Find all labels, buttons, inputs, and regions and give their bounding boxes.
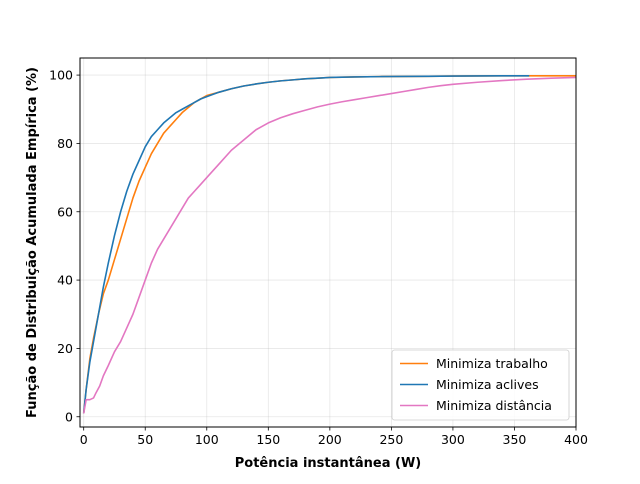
x-tick-label: 50 <box>137 432 153 447</box>
x-tick-label: 100 <box>195 432 219 447</box>
x-tick-label: 0 <box>80 432 88 447</box>
legend-label-1: Minimiza aclives <box>436 377 539 392</box>
series-line-1 <box>82 74 530 414</box>
y-tick-label: 0 <box>65 409 73 424</box>
y-axis-title: Função de Distribuição Acumulada Empíric… <box>25 67 40 418</box>
axis-ticks: 0 50 100 150 200 250 300 350 400 0 20 40 60 80 100 <box>49 68 588 447</box>
grid-lines <box>80 58 577 427</box>
legend-box <box>391 349 570 421</box>
x-tick-label: 350 <box>503 432 527 447</box>
legend-label-0: Minimiza trabalho <box>436 356 548 371</box>
x-tick-label: 150 <box>256 432 280 447</box>
x-tick-label: 300 <box>441 432 465 447</box>
x-tick-label: 200 <box>318 432 342 447</box>
legend-label-2: Minimiza distância <box>436 398 552 413</box>
y-tick-label: 40 <box>57 273 73 288</box>
series-lines <box>82 74 577 414</box>
y-tick-label: 20 <box>57 341 73 356</box>
series-line-2 <box>82 76 577 414</box>
plot-frame <box>79 57 577 428</box>
x-axis-title: Potência instantânea (W) <box>235 456 421 471</box>
y-tick-label: 80 <box>57 136 73 151</box>
x-tick-label: 400 <box>564 432 588 447</box>
y-tick-label: 100 <box>49 68 73 83</box>
legend: Minimiza trabalho Minimiza aclives Minimiz… <box>391 349 570 421</box>
x-tick-label: 250 <box>379 432 403 447</box>
y-tick-label: 60 <box>57 204 73 219</box>
